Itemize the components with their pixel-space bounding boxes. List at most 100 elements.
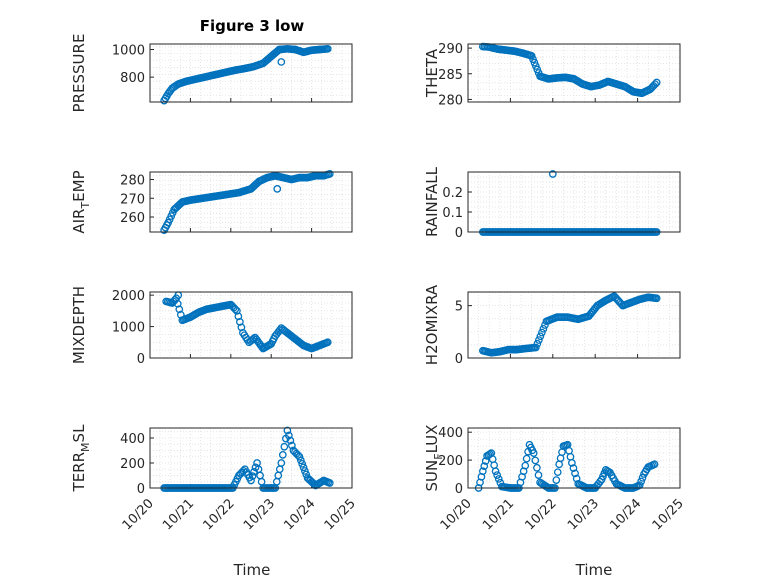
axes-box <box>149 427 353 489</box>
data-point <box>522 454 531 463</box>
data-point <box>288 441 296 450</box>
y-tick-label: 800 <box>120 71 145 86</box>
axes-box <box>467 171 681 233</box>
data-point-outlier <box>548 170 557 178</box>
y-axis-label: H2OMIXRA <box>423 284 441 365</box>
y-tick-label: 280 <box>438 93 463 108</box>
data-point <box>650 460 659 469</box>
y-tick-label: 200 <box>438 454 463 469</box>
x-axis-label-left: Time <box>233 561 271 579</box>
y-tick-label: 280 <box>120 174 145 189</box>
data-point <box>286 436 295 445</box>
data-point <box>280 442 289 451</box>
data-point <box>478 467 487 476</box>
data-point <box>531 456 540 465</box>
data-point <box>652 294 661 303</box>
data-point <box>480 462 489 470</box>
y-tick-label: 400 <box>120 432 145 447</box>
y-tick-label: 0.1 <box>442 206 463 221</box>
data-point <box>323 338 332 347</box>
y-tick-label: 270 <box>120 192 145 207</box>
data-point <box>296 456 305 465</box>
y-tick-label: 0.2 <box>442 186 463 201</box>
y-axis-label: AIRTEMP <box>70 170 92 233</box>
data-point-outlier <box>273 185 282 193</box>
data-point <box>651 80 659 89</box>
y-tick-label: 0 <box>137 482 145 497</box>
data-point <box>299 463 308 472</box>
data-point <box>325 479 334 487</box>
data-point <box>638 473 647 482</box>
data-point <box>493 471 501 479</box>
data-point <box>494 475 503 483</box>
data-point <box>247 476 255 485</box>
y-tick-label: 0 <box>455 482 463 497</box>
data-point <box>298 459 307 468</box>
data-point <box>530 58 539 67</box>
y-tick-label: 5 <box>455 300 463 315</box>
y-axis-label: RAINFALL <box>423 166 441 237</box>
data-point <box>529 55 537 64</box>
data-point <box>248 472 257 480</box>
data-point <box>231 305 240 314</box>
y-tick-label: 0 <box>455 226 463 241</box>
y-tick-label: 0 <box>137 352 145 367</box>
y-axis-label: THETA <box>423 48 441 98</box>
data-point <box>278 451 287 459</box>
figure-title: Figure 3 low <box>200 17 305 35</box>
y-tick-label: 0 <box>455 352 463 367</box>
y-axis-label: PRESSURE <box>70 34 88 113</box>
data-point <box>569 464 578 472</box>
data-point <box>534 471 543 479</box>
data-point <box>552 476 561 484</box>
data-point <box>325 170 334 178</box>
y-tick-label: 290 <box>438 42 463 57</box>
data-point <box>539 324 548 333</box>
y-axis-label: MIXDEPTH <box>70 286 88 364</box>
axes-box <box>149 43 353 103</box>
data-point <box>491 467 500 476</box>
data-point <box>301 467 309 475</box>
data-point <box>568 459 576 467</box>
x-axis-label-right: Time <box>575 561 613 579</box>
y-tick-label: 1000 <box>112 321 145 336</box>
axes-box <box>467 427 681 489</box>
data-point <box>529 449 538 457</box>
data-point <box>533 339 542 348</box>
y-tick-label: 260 <box>120 211 145 226</box>
y-tick-label: 2000 <box>112 289 145 304</box>
data-point <box>572 474 581 483</box>
data-point <box>553 468 562 477</box>
data-point <box>538 328 546 337</box>
data-point <box>531 62 540 70</box>
data-point <box>283 426 292 435</box>
data-point <box>571 469 579 478</box>
axes-box <box>467 43 681 103</box>
data-point <box>295 452 304 461</box>
y-tick-label: 1000 <box>112 44 145 59</box>
data-point <box>533 463 541 472</box>
axes-box <box>149 171 353 233</box>
data-point <box>535 336 543 344</box>
y-axis-label: SUNFLUX <box>423 425 445 492</box>
y-tick-label: 285 <box>438 68 463 83</box>
y-tick-label: 200 <box>120 457 145 472</box>
y-tick-label: 400 <box>438 426 463 441</box>
data-point <box>652 78 661 87</box>
data-point <box>277 459 286 467</box>
data-point <box>521 461 530 470</box>
data-point <box>527 51 536 60</box>
data-point <box>536 332 545 341</box>
data-point <box>481 457 490 465</box>
data-point-outlier <box>277 58 286 66</box>
data-point <box>285 431 293 440</box>
data-point <box>323 44 332 53</box>
data-point <box>531 343 540 352</box>
data-point <box>637 477 645 486</box>
axes-box <box>467 291 681 359</box>
axes-box <box>149 291 353 359</box>
data-point <box>533 65 542 74</box>
data-point <box>310 480 319 489</box>
y-axis-label: TERRMSL <box>70 424 92 493</box>
